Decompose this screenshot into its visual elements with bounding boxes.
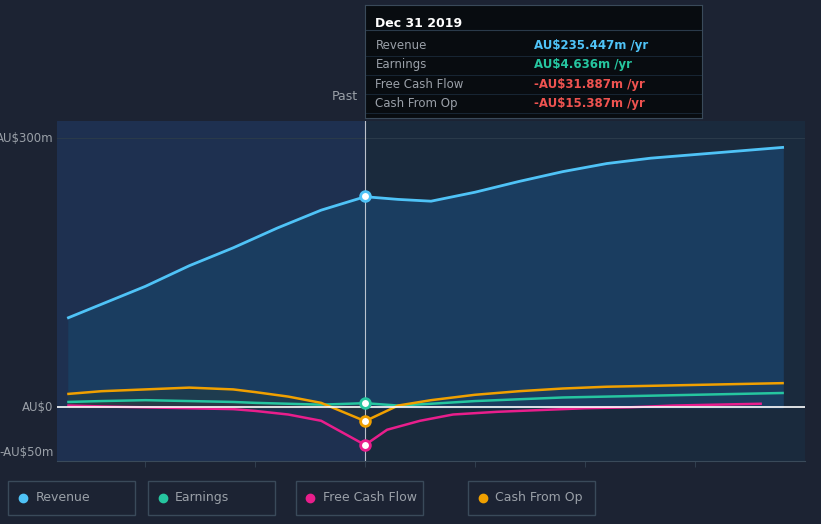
Text: -AU$50m: -AU$50m [0, 445, 53, 458]
FancyBboxPatch shape [148, 481, 275, 515]
Text: Cash From Op: Cash From Op [495, 492, 583, 504]
FancyBboxPatch shape [468, 481, 595, 515]
Text: AU$300m: AU$300m [0, 132, 53, 145]
FancyBboxPatch shape [8, 481, 135, 515]
Text: AU$4.636m /yr: AU$4.636m /yr [534, 59, 631, 71]
Text: Revenue: Revenue [375, 39, 427, 52]
Text: Past: Past [332, 91, 358, 103]
Text: Free Cash Flow: Free Cash Flow [375, 78, 464, 91]
Bar [57, 121, 365, 461]
Text: AU$235.447m /yr: AU$235.447m /yr [534, 39, 648, 52]
Text: Earnings: Earnings [375, 59, 427, 71]
Text: Cash From Op: Cash From Op [375, 97, 458, 110]
Text: Revenue: Revenue [35, 492, 90, 504]
FancyBboxPatch shape [296, 481, 423, 515]
Text: Earnings: Earnings [175, 492, 229, 504]
Text: Analysts Forecasts: Analysts Forecasts [373, 91, 489, 103]
Text: Free Cash Flow: Free Cash Flow [323, 492, 416, 504]
Text: Dec 31 2019: Dec 31 2019 [375, 16, 462, 29]
Text: -AU$15.387m /yr: -AU$15.387m /yr [534, 97, 644, 110]
Text: -AU$31.887m /yr: -AU$31.887m /yr [534, 78, 644, 91]
Text: AU$0: AU$0 [22, 401, 53, 414]
